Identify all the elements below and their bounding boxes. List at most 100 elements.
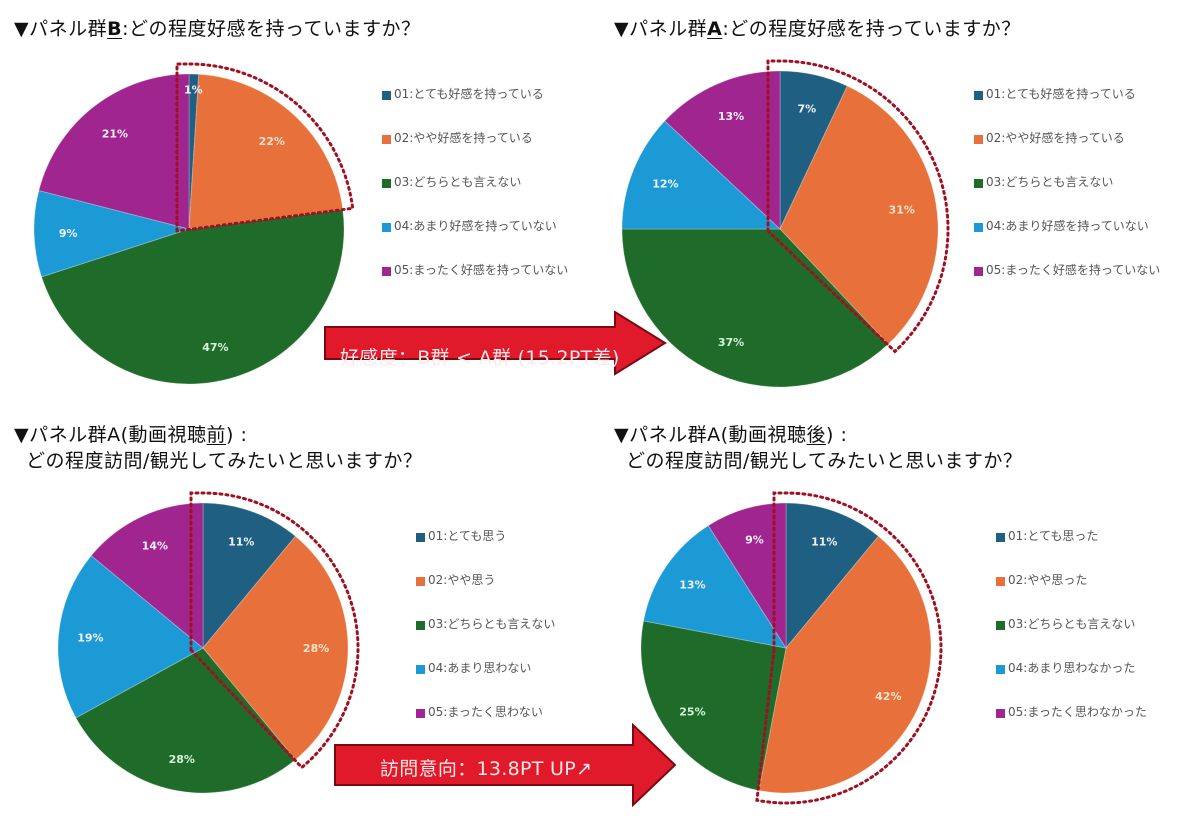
pie-slice-03 [640, 620, 787, 792]
legend-item-05: 05:まったく思わなかった [996, 705, 1186, 722]
legend-swatch [416, 533, 425, 542]
legend-swatch [416, 665, 425, 674]
pie-slice-01 [779, 70, 848, 230]
legend-item-02: 02:やや好感を持っている [974, 131, 1174, 148]
data-label: 12% [652, 178, 678, 191]
data-label: 9% [745, 533, 764, 546]
legend-label: 02:やや思った [1008, 573, 1088, 587]
legend-label: 05:まったく思わない [428, 705, 543, 719]
title-line1-prefix: ▼パネル群A(動画視聴 [14, 424, 207, 446]
pie-slice-02 [202, 535, 349, 761]
title-prefix: ▼パネル群 [14, 18, 108, 40]
legend-swatch [416, 709, 425, 718]
legend-item-04: 04:あまり思わなかった [996, 661, 1186, 678]
legend-label: 01:とても思う [428, 529, 507, 543]
data-label: 13% [679, 578, 705, 591]
arrow-visit-intention-up [334, 723, 677, 807]
pie-slice-05 [707, 502, 787, 650]
title-suffix: :どの程度好感を持っていますか？ [122, 18, 421, 40]
pie-slice-05 [38, 73, 190, 230]
pie-slice-04 [642, 524, 788, 649]
legend-label: 03:どちらとも言えない [394, 175, 522, 189]
title-prefix: ▼パネル群 [614, 18, 708, 40]
legend-item-02: 02:やや思う [416, 573, 596, 590]
title-suffix: :どの程度好感を持っていますか？ [722, 18, 1021, 40]
legend-label: 02:やや好感を持っている [986, 131, 1125, 145]
title-line2: どの程度訪問/観光してみたいと思いますか？ [26, 450, 423, 472]
legend-item-01: 01:とても思う [416, 529, 596, 546]
data-label: 25% [679, 706, 705, 719]
arrow-shape [334, 723, 677, 807]
pie-slice-04 [621, 120, 782, 230]
data-label: 19% [77, 631, 103, 644]
pie-slice-01 [785, 502, 880, 650]
data-label: 11% [228, 536, 254, 549]
legend-label: 04:あまり思わない [428, 661, 532, 675]
title-line1-suffix: ) : [826, 424, 848, 446]
legend-swatch [974, 267, 983, 276]
legend-label: 03:どちらとも言えない [428, 617, 556, 631]
chart-title-panel-b-favorability: ▼パネル群B:どの程度好感を持っていますか？ [14, 16, 421, 42]
legend-label: 01:とても思った [1008, 529, 1099, 543]
title-emphasis: 前 [206, 424, 227, 446]
legend-swatch [382, 267, 391, 276]
data-label: 42% [875, 690, 901, 703]
chart-title-panel-a-favorability: ▼パネル群A:どの程度好感を持っていますか？ [614, 16, 1021, 42]
legend-item-04: 04:あまり好感を持っていない [974, 219, 1174, 236]
legend-label: 02:やや好感を持っている [394, 131, 533, 145]
legend-item-03: 03:どちらとも言えない [974, 175, 1174, 192]
pie-slice-03 [75, 647, 297, 794]
title-group: B [107, 18, 123, 40]
data-label: 1% [184, 84, 203, 97]
legend-label: 02:やや思う [428, 573, 496, 587]
arrow-label-visit-intention: 訪問意向：13.8PT UP↗ [380, 758, 593, 780]
legend-item-02: 02:やや好感を持っている [382, 131, 582, 148]
legend-item-02: 02:やや思った [996, 573, 1186, 590]
legend-item-05: 05:まったく好感を持っていない [382, 263, 582, 280]
title-line2: どの程度訪問/観光してみたいと思いますか？ [626, 450, 1023, 472]
legend-swatch [382, 91, 391, 100]
legend-label: 04:あまり思わなかった [1008, 661, 1136, 675]
legend-item-03: 03:どちらとも言えない [416, 617, 596, 634]
arrow-favorability-comparison [324, 310, 667, 376]
legend-item-04: 04:あまり好感を持っていない [382, 219, 582, 236]
legend-item-03: 03:どちらとも言えない [382, 175, 582, 192]
title-group: A [707, 18, 723, 40]
legend-item-01: 01:とても好感を持っている [382, 87, 582, 104]
legend-swatch [382, 223, 391, 232]
data-label: 31% [889, 204, 915, 217]
pie-slice-03 [621, 228, 889, 388]
legend-swatch [996, 621, 1005, 630]
pie-slice-04 [57, 554, 204, 719]
legend-label: 05:まったく好感を持っていない [394, 263, 569, 277]
highlight-dotted-outline [755, 491, 943, 805]
data-label: 9% [59, 227, 78, 240]
arrow-label-favorability: 好感度：B群 < A群 (15.2PT差) [340, 347, 620, 369]
data-label: 14% [142, 540, 168, 553]
title-line1-prefix: ▼パネル群A(動画視聴 [614, 424, 807, 446]
legend-item-05: 05:まったく好感を持っていない [974, 263, 1174, 280]
legend-item-04: 04:あまり思わない [416, 661, 596, 678]
pie-slice-02 [758, 535, 932, 794]
data-label: 22% [259, 135, 285, 148]
legend-swatch [974, 135, 983, 144]
data-label: 47% [202, 341, 228, 354]
legend-item-01: 01:とても思った [996, 529, 1186, 546]
data-label: 7% [798, 103, 817, 116]
pie-slice-04 [33, 189, 191, 278]
legend-label: 03:どちらとも言えない [986, 175, 1114, 189]
legend-label: 01:とても好感を持っている [394, 87, 544, 101]
legend-item-05: 05:まったく思わない [416, 705, 596, 722]
legend-swatch [974, 179, 983, 188]
highlight-dotted-outline [189, 491, 360, 770]
arrow-shape [324, 310, 667, 376]
data-label: 11% [811, 536, 837, 549]
legend-swatch [974, 91, 983, 100]
data-label: 37% [718, 336, 744, 349]
legend-label: 04:あまり好感を持っていない [986, 219, 1149, 233]
highlight-dotted-outline [175, 62, 355, 233]
data-label: 13% [718, 110, 744, 123]
legend-label: 05:まったく思わなかった [1008, 705, 1147, 719]
legend-swatch [996, 577, 1005, 586]
